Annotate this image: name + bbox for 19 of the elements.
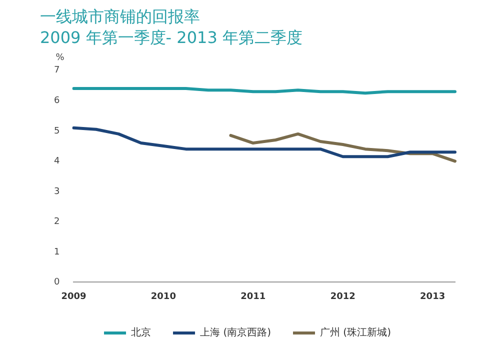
chart-title: 一线城市商铺的回报率 — [40, 6, 200, 26]
x-tick-label: 2011 — [240, 292, 266, 302]
y-tick-label: 1 — [54, 247, 60, 258]
legend-label: 上海 (南京西路) — [200, 326, 272, 339]
y-axis-title: % — [56, 53, 65, 64]
y-tick-label: 5 — [54, 126, 60, 136]
y-tick-label: 2 — [54, 217, 60, 228]
chart-subtitle: 2009 年第一季度- 2013 年第二季度 — [40, 28, 302, 47]
legend-label: 广州 (珠江新城) — [320, 326, 392, 339]
legend-label: 北京 — [131, 326, 152, 339]
x-tick-label: 2013 — [420, 292, 446, 302]
x-tick-label: 2010 — [150, 292, 176, 302]
x-tick-label: 2009 — [61, 292, 86, 302]
y-tick-label: 6 — [54, 96, 60, 106]
y-tick-label: 3 — [54, 186, 60, 197]
y-tick-label: 4 — [54, 156, 60, 167]
y-tick-label: 0 — [54, 278, 60, 288]
x-tick-label: 2012 — [330, 292, 356, 302]
y-tick-label: 7 — [54, 66, 60, 76]
